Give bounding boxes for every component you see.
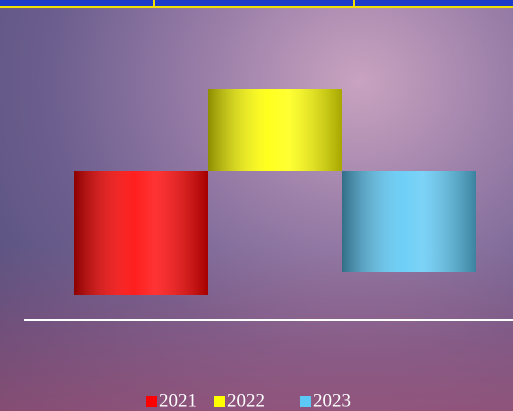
legend-label: 2021 <box>159 390 197 411</box>
bar-shade <box>208 89 342 171</box>
legend-swatch <box>300 396 311 407</box>
legend-label: 2023 <box>313 390 351 411</box>
bar-shade <box>342 171 476 272</box>
screen: 2021 2022 2023 <box>0 0 513 411</box>
legend-label: 2022 <box>227 390 265 411</box>
chart: 2021 2022 2023 <box>0 0 513 411</box>
legend-swatch <box>214 396 225 407</box>
bar-shade <box>74 171 208 295</box>
legend-swatch <box>146 396 157 407</box>
